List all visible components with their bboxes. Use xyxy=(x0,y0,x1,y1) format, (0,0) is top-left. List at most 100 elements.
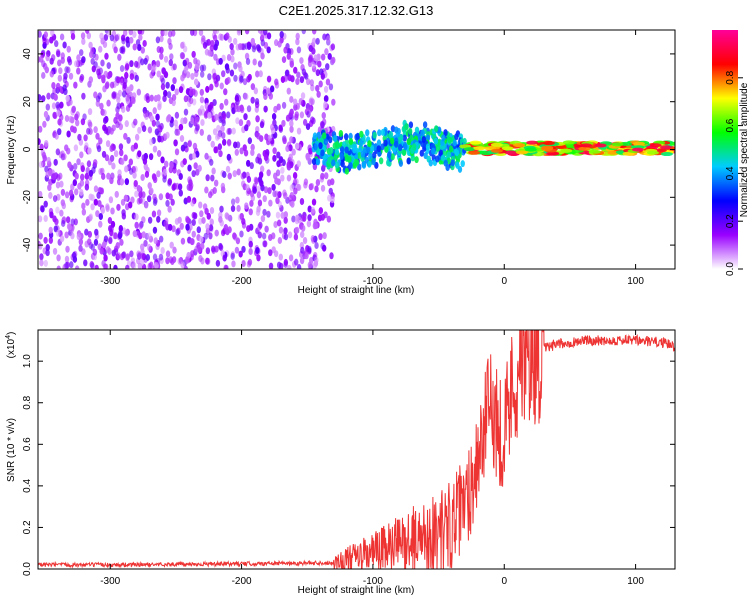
spectrogram-cell xyxy=(241,260,246,268)
spectrogram-cell xyxy=(206,212,211,220)
spectrogram-cell xyxy=(140,46,145,54)
spectrogram-cell xyxy=(273,39,279,47)
spectrogram-cell xyxy=(443,129,448,137)
x-tick-label: 0 xyxy=(501,276,507,287)
spectrogram-cell xyxy=(263,92,268,100)
spectrogram-cell xyxy=(134,190,139,198)
spectrogram-cell xyxy=(120,45,126,53)
spectrogram-cell xyxy=(201,35,206,43)
spectrogram-cell xyxy=(212,34,218,42)
spectrogram-cell xyxy=(86,160,92,168)
spectrogram-cell xyxy=(631,147,644,152)
spectrogram-cell xyxy=(219,205,224,213)
spectrogram-cell xyxy=(281,101,287,109)
spectrogram-cell xyxy=(149,187,154,195)
spectrogram-cell xyxy=(52,247,58,255)
spectrogram-cell xyxy=(38,30,42,38)
spectrogram-cell xyxy=(236,204,241,212)
spectrogram-cell xyxy=(384,145,389,153)
spectrogram-cell xyxy=(178,173,183,181)
spectrogram-cell xyxy=(147,232,152,240)
spectrogram-cell xyxy=(266,46,271,54)
colorbar: 0.0 0.2 0.4 0.6 0.8 Normalized spectral ampl… xyxy=(712,30,750,276)
spectrogram-cell xyxy=(421,135,427,143)
spectrogram-cell xyxy=(420,129,425,137)
spectrogram-cell xyxy=(122,30,128,37)
spectrogram-cell xyxy=(218,150,223,158)
spectrogram-cell xyxy=(320,149,325,157)
spectrogram-cell xyxy=(299,257,305,265)
spectrogram-cell xyxy=(134,221,139,229)
spectrogram-cell xyxy=(278,226,284,234)
spectrogram-cell xyxy=(109,177,114,185)
spectrogram-cell xyxy=(283,258,289,266)
spectrogram-cell xyxy=(162,168,168,176)
spectrogram-cell xyxy=(213,53,218,61)
colorbar-gradient xyxy=(712,30,738,269)
spectrogram-cell xyxy=(262,208,267,216)
y-tick-label: 0.8 xyxy=(22,395,33,409)
spectrogram-cell xyxy=(207,134,212,142)
spectrogram-cell xyxy=(180,41,185,49)
spectrogram-cell xyxy=(162,95,167,103)
spectrogram-cell xyxy=(155,120,161,128)
spectrogram-cell xyxy=(236,30,242,36)
spectrogram-cell xyxy=(332,134,338,142)
spectrogram-cell xyxy=(294,258,299,266)
spectrogram-cell xyxy=(146,243,152,251)
spectrogram-cell xyxy=(56,109,61,117)
spectrogram-cell xyxy=(198,255,203,263)
spectrogram-cell xyxy=(204,152,209,160)
spectrogram-cell xyxy=(153,237,158,245)
spectrogram-cell xyxy=(221,70,226,78)
spectrogram-cell xyxy=(156,209,162,217)
spectrogram-cell xyxy=(266,210,271,218)
spectrogram-cell xyxy=(257,231,263,239)
spectrogram-cell xyxy=(102,85,107,93)
spectrogram-cell xyxy=(562,140,575,145)
spectrogram-cell xyxy=(165,131,170,139)
spectrogram-cell xyxy=(38,94,42,102)
spectrogram-cell xyxy=(302,118,308,126)
spectrogram-cell xyxy=(315,69,321,77)
spectrogram-cell xyxy=(270,123,275,131)
spectrogram-cell xyxy=(299,197,305,205)
spectrogram-cell xyxy=(339,152,344,160)
spectrogram-cell xyxy=(168,42,173,50)
spectrogram-cell xyxy=(205,85,210,93)
spectrogram-cell xyxy=(102,109,107,117)
spectrogram-cell xyxy=(289,119,294,127)
spectrogram-cell xyxy=(39,253,44,261)
spectrogram-cell xyxy=(139,243,145,251)
spectrogram-cell xyxy=(230,252,235,260)
spectrogram-cell xyxy=(293,233,299,241)
spectrogram-cell xyxy=(348,162,353,170)
spectrogram-cell xyxy=(515,150,528,155)
spectrogram-cell xyxy=(121,90,127,98)
spectrogram-cell xyxy=(244,124,249,132)
spectrogram-cell xyxy=(45,103,51,111)
spectrogram-cell xyxy=(133,180,138,188)
spectrogram-cell xyxy=(253,87,259,95)
spectrogram-cell xyxy=(273,250,279,258)
spectrogram-cell xyxy=(316,131,321,139)
spectrogram-cell xyxy=(83,259,88,267)
spectrogram-cell xyxy=(296,263,302,269)
spectrogram-cell xyxy=(64,262,69,269)
snr-x-ticks: -300 -200 -100 0 100 xyxy=(100,330,644,587)
spectrogram-cell xyxy=(289,125,294,133)
spectrogram-cell xyxy=(310,234,316,242)
spectrogram-cell xyxy=(578,146,591,151)
spectrogram-cell xyxy=(141,191,146,199)
spectrogram-cell xyxy=(282,189,287,197)
spectrogram-cell xyxy=(273,105,278,113)
spectrogram-cell xyxy=(79,151,84,159)
spectrogram-cell xyxy=(542,141,555,146)
spectrogram-cell xyxy=(177,183,183,191)
spectrogram-cell xyxy=(60,219,66,227)
spectrogram-cell xyxy=(95,210,100,218)
spectrogram-cell xyxy=(49,70,54,78)
spectrogram-cell xyxy=(125,264,130,269)
spectrogram-cell xyxy=(355,132,361,140)
spectrogram-cell xyxy=(111,162,116,170)
